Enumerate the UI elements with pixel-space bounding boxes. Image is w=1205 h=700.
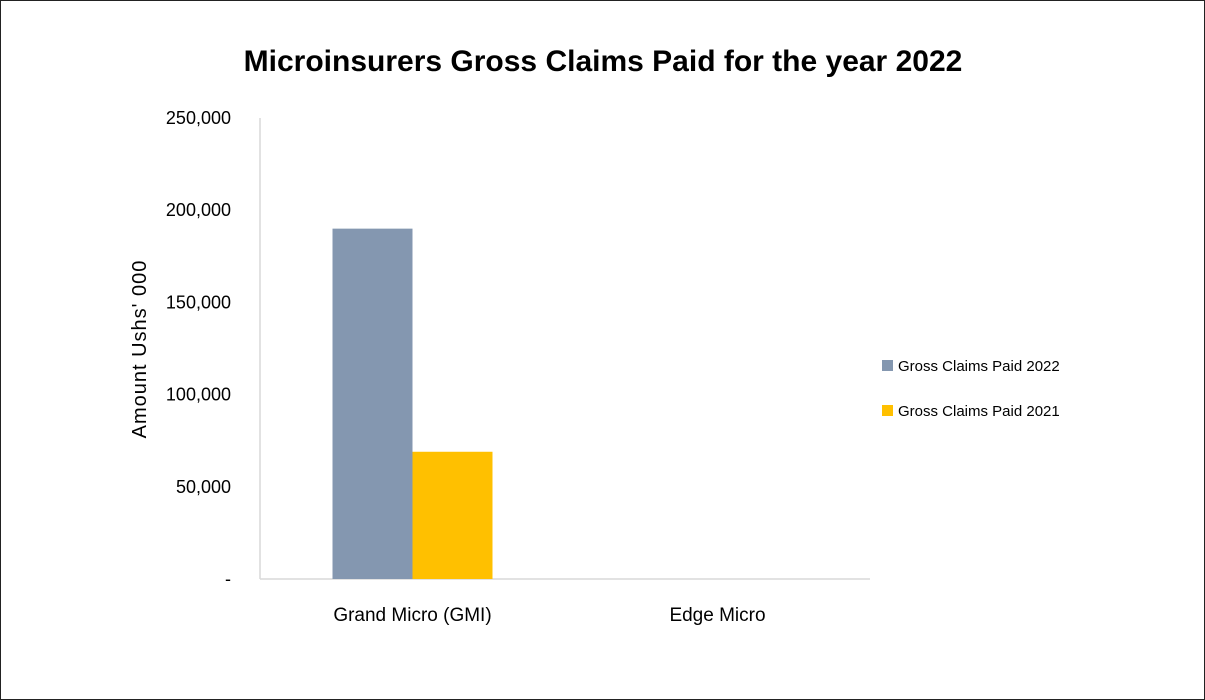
y-tick-label: 150,000 (166, 292, 231, 312)
y-tick-label: 250,000 (166, 108, 231, 128)
y-tick-label: 100,000 (166, 385, 231, 405)
legend-swatch (882, 405, 893, 416)
bar (333, 229, 413, 579)
y-axis-label: Amount Ushs' 000 (129, 260, 151, 439)
y-tick-label: 200,000 (166, 200, 231, 220)
chart-title: Microinsurers Gross Claims Paid for the … (244, 45, 963, 78)
legend-swatch (882, 360, 893, 371)
x-category-label: Grand Micro (GMI) (333, 605, 491, 626)
bar (413, 452, 493, 579)
x-category-label: Edge Micro (669, 605, 765, 626)
legend: Gross Claims Paid 2022 Gross Claims Paid … (882, 358, 1060, 420)
y-tick-label: 50,000 (176, 477, 231, 497)
legend-entry-label: Gross Claims Paid 2022 (898, 358, 1060, 375)
x-axis-categories: Grand Micro (GMI) Edge Micro (333, 605, 765, 626)
y-axis-ticks: - 50,000 100,000 150,000 200,000 250,000 (166, 108, 231, 589)
bars (333, 229, 493, 579)
legend-entry-label: Gross Claims Paid 2021 (898, 403, 1060, 420)
y-tick-label: - (225, 569, 231, 589)
